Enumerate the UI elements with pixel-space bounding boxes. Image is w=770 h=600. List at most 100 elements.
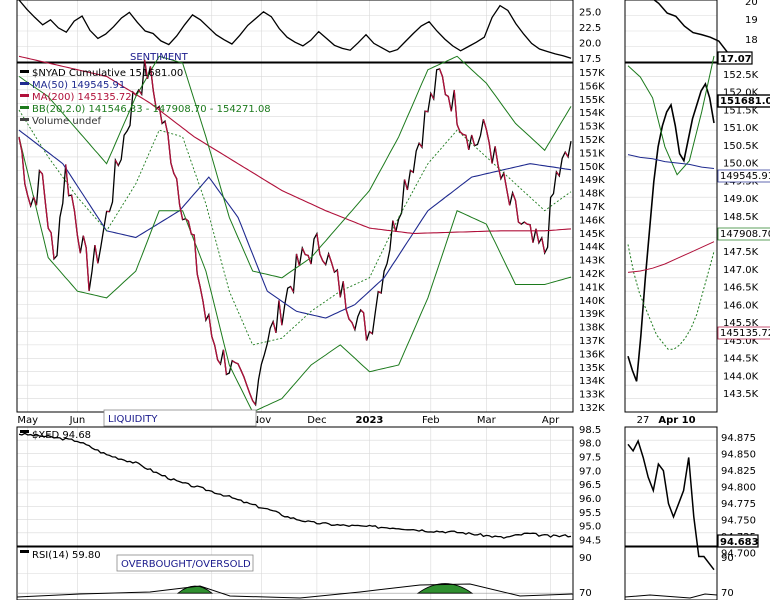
rsi-legend-swatch: [20, 550, 29, 553]
price-down-segment: [94, 244, 99, 264]
price-down-segment: [18, 137, 23, 152]
main-ytick-label: 151K: [579, 148, 605, 159]
liquidity-badge: [103, 409, 257, 427]
price-down-segment: [178, 204, 184, 220]
price-down-segment: [348, 318, 353, 323]
series-bb-middle: [18, 109, 572, 346]
price-down-segment: [217, 359, 222, 365]
price-down-segment: [170, 162, 175, 174]
price-down-segment: [511, 192, 517, 201]
main-xtick-label: Apr: [542, 415, 560, 426]
xed-inset-frame: [624, 426, 718, 547]
main-ytick-label: 150K: [579, 162, 605, 173]
main-ytick-label: 133K: [579, 390, 605, 401]
inset-ytick-label: 147.5K: [723, 247, 759, 258]
price-down-segment: [65, 164, 70, 196]
main-ytick-label: 138K: [579, 323, 605, 334]
price-down-segment: [41, 173, 46, 203]
price-down-segment: [234, 361, 239, 365]
xed-inset-ytick: 94.800: [721, 483, 756, 494]
inset-ytick-label: 146.5K: [723, 283, 759, 294]
sentiment-value-label: 17.07: [720, 54, 752, 65]
main-ytick-label: 135K: [579, 363, 605, 374]
price-down-segment: [70, 195, 76, 212]
price-down-segment: [362, 312, 368, 341]
main-xtick-label: Mar: [477, 415, 497, 426]
main-xtick-label: 2023: [356, 415, 384, 426]
legend-entry: Volume undef: [32, 116, 102, 127]
main-ytick-label: 141K: [579, 282, 605, 293]
legend-entry: MA(200) 145135.72: [32, 92, 132, 103]
rsi-overbought-area: [176, 585, 214, 594]
price-down-segment: [392, 220, 397, 232]
price-down-segment: [424, 110, 429, 113]
liquidity-badge-label: LIQUIDITY: [108, 414, 158, 425]
main-ytick-label: 142K: [579, 269, 605, 280]
main-ytick-label: 156K: [579, 81, 605, 92]
price-down-segment: [85, 247, 90, 292]
price-down-segment: [214, 345, 219, 360]
price-down-segment: [243, 376, 248, 386]
main-ytick-label: 147K: [579, 202, 605, 213]
price-down-segment: [202, 301, 207, 321]
price-down-segment: [82, 235, 87, 249]
main-xtick-label: Nov: [252, 415, 272, 426]
price-down-segment: [523, 221, 528, 225]
price-down-segment: [24, 183, 29, 197]
xed-ytick-label: 94.5: [579, 535, 601, 546]
price-down-segment: [418, 142, 423, 148]
price-down-segment: [231, 360, 236, 364]
xed-inset-ytick: 94.850: [721, 450, 756, 461]
price-down-segment: [211, 336, 216, 346]
xed-inset-line: [627, 439, 715, 571]
sentiment-ytick-label: 25.0: [579, 7, 601, 18]
price-down-segment: [44, 201, 49, 229]
price-down-segment: [199, 286, 204, 302]
inset-ytick-label: 149.0K: [723, 194, 759, 205]
inset-ytick-label: 144.5K: [723, 354, 759, 365]
inset-bb-middle: [627, 244, 715, 350]
main-ytick-label: 153K: [579, 122, 605, 133]
inset-ma200: [627, 241, 715, 273]
series-ma-50-: [18, 129, 572, 319]
price-down-segment: [73, 211, 79, 236]
sentiment-inset-frame: [624, 0, 718, 63]
series--nyad: [18, 59, 572, 407]
price-down-segment: [319, 253, 324, 262]
main-ytick-label: 134K: [579, 376, 605, 387]
price-down-segment: [208, 314, 213, 337]
rsi-overbought-area: [416, 583, 474, 594]
price-down-segment: [494, 146, 499, 165]
price-down-segment: [456, 124, 461, 132]
legend-entry: MA(50) 149545.91: [32, 80, 125, 91]
price-down-segment: [330, 262, 336, 273]
inset-value-box: [717, 94, 770, 108]
legend-swatch: [20, 94, 29, 97]
rsi-inset-line: [624, 593, 718, 599]
overbought-badge-label: OVERBOUGHT/OVERSOLD: [121, 559, 251, 570]
price-down-segment: [336, 269, 341, 298]
price-down-segment: [403, 179, 409, 191]
overbought-badge: [116, 554, 254, 572]
price-down-segment: [187, 220, 192, 235]
inset-ytick-label: 152.5K: [723, 70, 759, 81]
price-down-segment: [305, 253, 309, 256]
price-down-segment: [295, 253, 301, 267]
inset-value-box: [717, 326, 770, 340]
price-down-segment: [438, 68, 444, 77]
sentiment-inset-ytick: 20: [745, 0, 758, 8]
main-ytick-label: 140K: [579, 296, 605, 307]
price-down-segment: [196, 273, 201, 287]
inset-value-box: [717, 227, 770, 241]
rsi-line: [16, 583, 574, 599]
rsi-ytick-label: 90: [579, 553, 592, 564]
price-down-segment: [173, 173, 178, 180]
price-down-segment: [506, 189, 511, 206]
xed-ytick-label: 97.0: [579, 466, 601, 477]
price-down-segment: [430, 92, 435, 100]
price-down-segment: [351, 322, 356, 330]
price-down-segment: [462, 133, 467, 136]
inset-ytick-label: 144.0K: [723, 371, 759, 382]
main-ytick-label: 148K: [579, 189, 605, 200]
price-down-segment: [465, 135, 470, 151]
